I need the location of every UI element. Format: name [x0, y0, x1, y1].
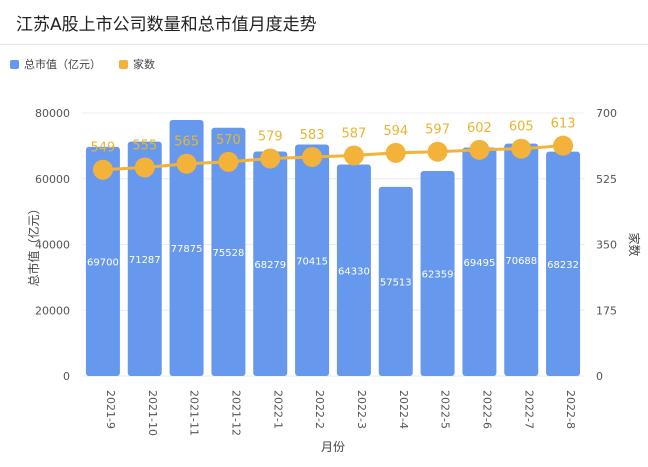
line-point[interactable] — [176, 153, 197, 174]
line-point[interactable] — [218, 151, 239, 172]
x-tick-label: 2022-3 — [355, 390, 368, 429]
bar-value-label: 68232 — [547, 260, 579, 271]
bar[interactable] — [253, 151, 288, 376]
axes: 0 20000 40000 60000 80000 0 175 350 525 700 总市值（亿元… — [26, 107, 642, 454]
x-tick-label: 2022-2 — [313, 390, 326, 429]
bar[interactable] — [336, 164, 371, 376]
y-right-axis-label: 家数 — [627, 232, 642, 256]
line-value-labels: 549 555 565 570 579 583 587 594 597 602 605 613 — [91, 117, 576, 156]
y-left-axis-label: 总市值（亿元） — [26, 202, 41, 286]
x-tick-label: 2021-9 — [104, 390, 117, 429]
x-axis-label: 月份 — [321, 440, 345, 454]
line-value-label: 597 — [425, 123, 450, 138]
line-value-label: 613 — [551, 117, 576, 132]
bar[interactable] — [211, 127, 246, 377]
bar[interactable] — [295, 144, 330, 376]
x-tick-label: 2022-6 — [480, 390, 493, 429]
legend-label-line: 家数 — [133, 58, 155, 71]
bar[interactable] — [85, 146, 120, 376]
bar-value-label: 57513 — [380, 277, 412, 288]
y-right-tick-label: 175 — [596, 304, 617, 317]
bar-value-label: 70415 — [296, 256, 328, 267]
line-point[interactable] — [302, 146, 323, 167]
bar[interactable] — [169, 119, 204, 377]
legend-item-line[interactable]: 家数 — [119, 56, 155, 72]
x-tick-label: 2022-4 — [397, 390, 410, 429]
y-right-tick-label: 525 — [596, 173, 617, 186]
bar-value-labels: 69700 71287 77875 75528 68279 70415 64330 57513… — [87, 244, 579, 288]
y-right-tick-label: 0 — [596, 370, 603, 383]
line-point[interactable] — [469, 139, 490, 160]
line-series — [92, 135, 574, 180]
y-left-tick-label: 40000 — [35, 239, 70, 252]
x-tick-label: 2021-11 — [188, 390, 201, 436]
chart-legend: 总市值（亿元） 家数 — [10, 56, 155, 72]
bar-value-label: 77875 — [171, 244, 203, 255]
line-value-label: 549 — [91, 141, 116, 156]
line-point[interactable] — [553, 135, 574, 156]
line-value-label: 555 — [132, 138, 157, 153]
x-tick-label: 2022-8 — [564, 390, 577, 429]
bar-series — [85, 119, 581, 377]
y-right-tick-label: 350 — [596, 239, 617, 252]
bar-value-label: 62359 — [422, 269, 454, 280]
legend-item-bar[interactable]: 总市值（亿元） — [10, 56, 101, 72]
y-left-tick-label: 60000 — [35, 173, 70, 186]
legend-swatch-bar — [10, 59, 19, 69]
bar-value-label: 64330 — [338, 266, 370, 277]
y-left-tick-label: 0 — [63, 370, 70, 383]
bar[interactable] — [504, 143, 539, 376]
bar[interactable] — [420, 170, 455, 376]
chart-title: 江苏A股上市公司数量和总市值月度走势 — [16, 15, 317, 35]
x-tick-label: 2022-1 — [271, 390, 284, 429]
title-divider — [0, 44, 648, 45]
legend-swatch-line — [119, 59, 128, 69]
x-tick-label: 2021-10 — [146, 390, 159, 436]
line-value-label: 605 — [509, 120, 534, 135]
line-point[interactable] — [427, 141, 448, 162]
bar[interactable] — [546, 151, 581, 376]
line-point[interactable] — [134, 157, 155, 178]
x-tick-label: 2022-5 — [439, 390, 452, 429]
bar-value-label: 69700 — [87, 257, 119, 268]
x-tick-label: 2022-7 — [522, 390, 535, 429]
line-value-label: 583 — [300, 128, 325, 143]
line-point[interactable] — [92, 159, 113, 180]
line-value-label: 587 — [342, 126, 367, 141]
y-right-tick-label: 700 — [596, 107, 617, 120]
legend-label-bar: 总市值（亿元） — [24, 58, 101, 71]
bar[interactable] — [378, 186, 413, 376]
grid-lines — [82, 112, 584, 377]
bar-value-label: 69495 — [464, 258, 496, 269]
line-value-label: 579 — [258, 129, 283, 144]
line-point[interactable] — [511, 138, 532, 159]
bar[interactable] — [462, 147, 497, 376]
bar[interactable] — [127, 141, 162, 376]
bar-value-label: 70688 — [505, 256, 537, 267]
line-point[interactable] — [260, 148, 281, 169]
line-point[interactable] — [343, 145, 364, 166]
line-value-label: 565 — [174, 135, 199, 150]
line-point[interactable] — [385, 142, 406, 163]
bar-value-label: 68279 — [254, 260, 286, 271]
y-left-tick-label: 20000 — [35, 304, 70, 317]
line-value-label: 594 — [383, 124, 408, 139]
x-tick-label: 2021-12 — [229, 390, 242, 436]
bar-value-label: 75528 — [213, 248, 245, 259]
line-value-label: 570 — [216, 133, 241, 148]
y-left-tick-label: 80000 — [35, 107, 70, 120]
line-value-label: 602 — [467, 121, 492, 136]
bar-value-label: 71287 — [129, 255, 161, 266]
